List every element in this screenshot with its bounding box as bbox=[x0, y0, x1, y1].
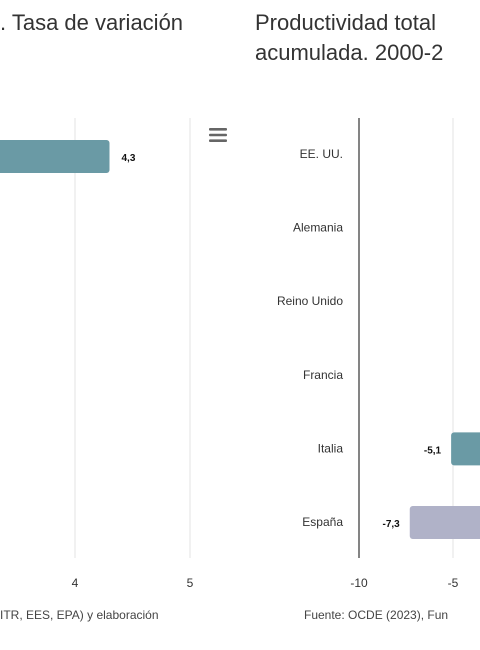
right-chart-source: Fuente: OCDE (2023), Fun bbox=[304, 608, 449, 622]
left-x-tick-label: 5 bbox=[187, 576, 194, 590]
right-bar-chart: -10 -5 EE. UU. Alemania Reino Unido Francia It… bbox=[277, 118, 480, 590]
chart-menu-button[interactable] bbox=[206, 124, 230, 146]
left-x-tick-label: 4 bbox=[72, 576, 79, 590]
right-bar bbox=[451, 432, 480, 466]
right-category-label: EE. UU. bbox=[300, 147, 343, 161]
right-chart-title-line-1: Productividad total bbox=[255, 10, 436, 35]
right-bar-data-label: -7,3 bbox=[383, 519, 401, 530]
left-bar-chart: 4 54,3 bbox=[0, 118, 194, 590]
right-chart-title: Productividad total acumulada. 2000-2 bbox=[255, 8, 443, 68]
right-chart-title-line-2: acumulada. 2000-2 bbox=[255, 40, 444, 65]
left-chart-source: ITR, EES, EPA) y elaboración bbox=[0, 608, 159, 622]
right-category-label: Francia bbox=[303, 368, 343, 382]
right-category-label: Italia bbox=[318, 441, 344, 455]
right-x-tick-label: -10 bbox=[350, 576, 368, 590]
right-category-label: Reino Unido bbox=[277, 294, 343, 308]
hamburger-menu-icon bbox=[209, 128, 227, 142]
left-chart-title: . Tasa de variación bbox=[0, 10, 184, 35]
right-category-label: Alemania bbox=[293, 221, 343, 235]
right-bar bbox=[409, 506, 480, 539]
right-x-tick-label: -5 bbox=[448, 576, 459, 590]
left-bar-data-label: 4,3 bbox=[122, 153, 136, 164]
left-bar bbox=[0, 140, 110, 173]
right-category-label: España bbox=[302, 515, 343, 529]
right-bar-data-label: -5,1 bbox=[424, 445, 442, 456]
